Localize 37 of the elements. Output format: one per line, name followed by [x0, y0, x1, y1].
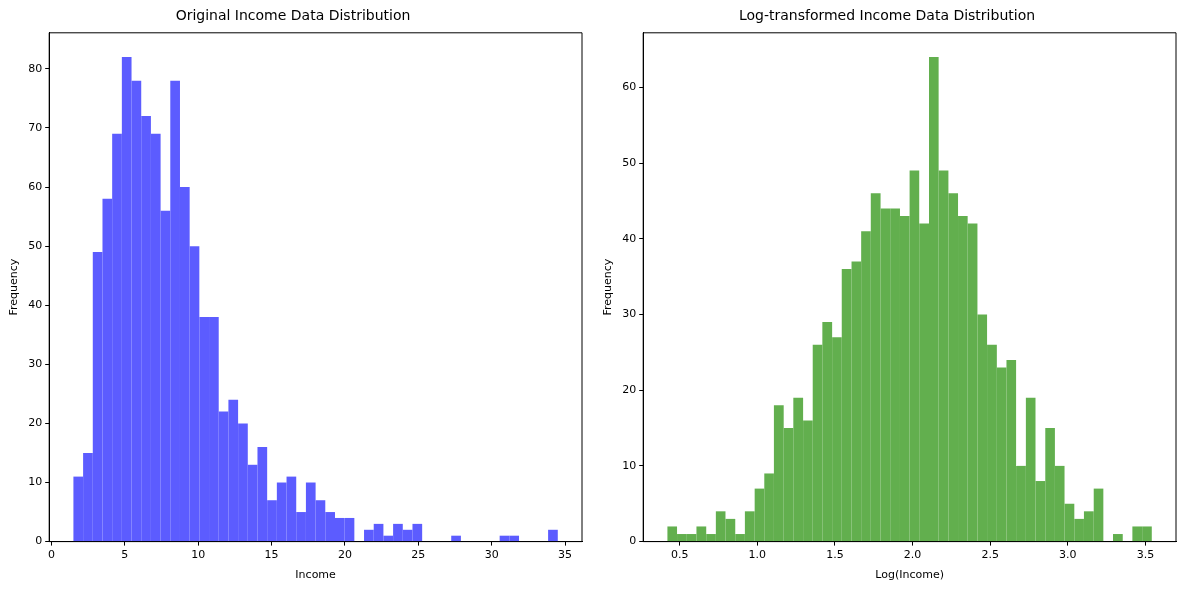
- y-axis-title: Frequency: [601, 258, 615, 316]
- y-tick-label: 80: [28, 61, 43, 75]
- x-tick-label: 0.5: [670, 548, 689, 562]
- x-tick-label: 25: [411, 548, 426, 562]
- y-tick-label: 20: [28, 416, 43, 430]
- x-tick-label: 5: [121, 548, 129, 562]
- x-axis-title: Log(Income): [875, 568, 944, 582]
- x-tick-label: 3.0: [1059, 548, 1077, 562]
- y-tick-label: 60: [28, 179, 43, 193]
- x-tick-label: 1.0: [748, 548, 767, 562]
- y-tick-label: 40: [622, 231, 637, 245]
- x-tick-label: 3.5: [1136, 548, 1155, 562]
- y-tick-label: 50: [622, 155, 637, 169]
- y-tick-label: 20: [622, 383, 637, 397]
- x-tick-label: 15: [264, 548, 279, 562]
- y-tick-label: 10: [28, 475, 43, 489]
- x-tick-label: 10: [191, 548, 206, 562]
- chart-title: Original Income Data Distribution: [175, 7, 411, 24]
- y-tick-label: 60: [622, 80, 637, 94]
- y-tick-label: 0: [35, 534, 43, 548]
- y-axis-title: Frequency: [7, 258, 21, 316]
- x-tick-label: 2.5: [981, 548, 999, 562]
- x-axis-title: Income: [295, 568, 337, 582]
- y-tick-label: 0: [629, 534, 637, 548]
- x-tick-label: 2.0: [903, 548, 922, 562]
- x-tick-label: 30: [484, 548, 499, 562]
- y-tick-label: 40: [28, 298, 43, 312]
- x-tick-label: 0: [47, 548, 55, 562]
- x-tick-label: 35: [558, 548, 573, 562]
- y-tick-label: 50: [28, 238, 43, 252]
- y-tick-label: 30: [28, 357, 43, 371]
- x-tick-label: 1.5: [826, 548, 844, 562]
- y-tick-label: 70: [28, 120, 43, 134]
- chart-title: Log-transformed Income Data Distribution: [738, 7, 1036, 24]
- y-tick-label: 30: [622, 307, 637, 321]
- x-tick-label: 20: [337, 548, 352, 562]
- y-tick-label: 10: [622, 458, 637, 472]
